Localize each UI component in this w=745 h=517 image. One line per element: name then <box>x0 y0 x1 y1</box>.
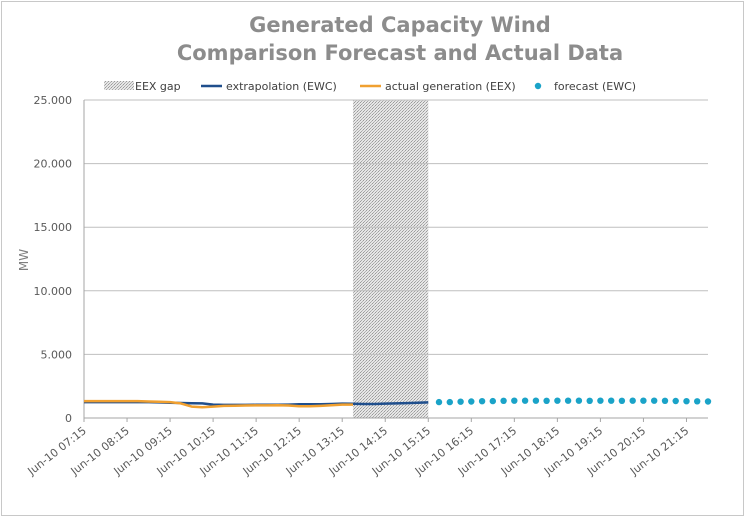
forecast-point <box>672 397 679 405</box>
forecast-point <box>511 397 518 404</box>
gap-region <box>352 100 429 418</box>
y-tick-label: 15.000 <box>34 221 73 234</box>
gap-layer <box>352 100 429 418</box>
forecast-point <box>435 398 443 406</box>
forecast-point <box>500 397 507 404</box>
forecast-point <box>478 398 486 405</box>
forecast-point <box>629 397 636 404</box>
legend-label-extrapolation: extrapolation (EWC) <box>226 80 337 93</box>
legend-label-gap: EEX gap <box>135 80 181 93</box>
forecast-point <box>661 397 669 404</box>
forecast-point <box>564 397 572 404</box>
chart-title-line1: Generated Capacity Wind <box>249 13 551 37</box>
y-tick-label: 0 <box>65 412 72 425</box>
forecast-point <box>618 397 626 404</box>
y-tick-label: 5.000 <box>41 348 73 361</box>
series-layer <box>84 397 712 409</box>
legend-label-actual: actual generation (EEX) <box>385 80 516 93</box>
grid-layer <box>83 99 708 419</box>
forecast-point <box>608 397 615 404</box>
y-axis-label: MW <box>17 249 31 271</box>
legend-label-forecast: forecast (EWC) <box>554 80 636 93</box>
legend: EEX gap extrapolation (EWC) actual gener… <box>104 80 636 93</box>
forecast-point <box>554 397 561 404</box>
forecast-point <box>532 397 540 404</box>
legend-swatch-forecast <box>534 82 542 90</box>
forecast-point <box>683 398 690 405</box>
forecast-point <box>704 398 712 405</box>
y-tick-label: 25.000 <box>34 94 73 107</box>
legend-swatch-gap <box>104 81 134 90</box>
forecast-point <box>468 398 475 405</box>
forecast-point <box>694 398 701 405</box>
y-tick-label: 20.000 <box>34 158 73 171</box>
forecast-point <box>457 398 464 405</box>
forecast-point <box>521 397 529 404</box>
y-tick-layer: 0 5.000 10.000 15.000 20.000 25.000 <box>34 94 73 425</box>
forecast-point <box>575 397 583 404</box>
chart-title-line2: Comparison Forecast and Actual Data <box>177 41 623 65</box>
forecast-point <box>489 397 496 405</box>
forecast-point <box>543 397 550 404</box>
forecast-point <box>651 397 658 404</box>
forecast-point <box>640 397 647 404</box>
forecast-point <box>446 398 453 406</box>
series-line-actual-generation-eex <box>84 399 353 409</box>
forecast-point <box>586 397 593 404</box>
forecast-point <box>597 397 604 404</box>
y-tick-label: 10.000 <box>34 285 73 298</box>
